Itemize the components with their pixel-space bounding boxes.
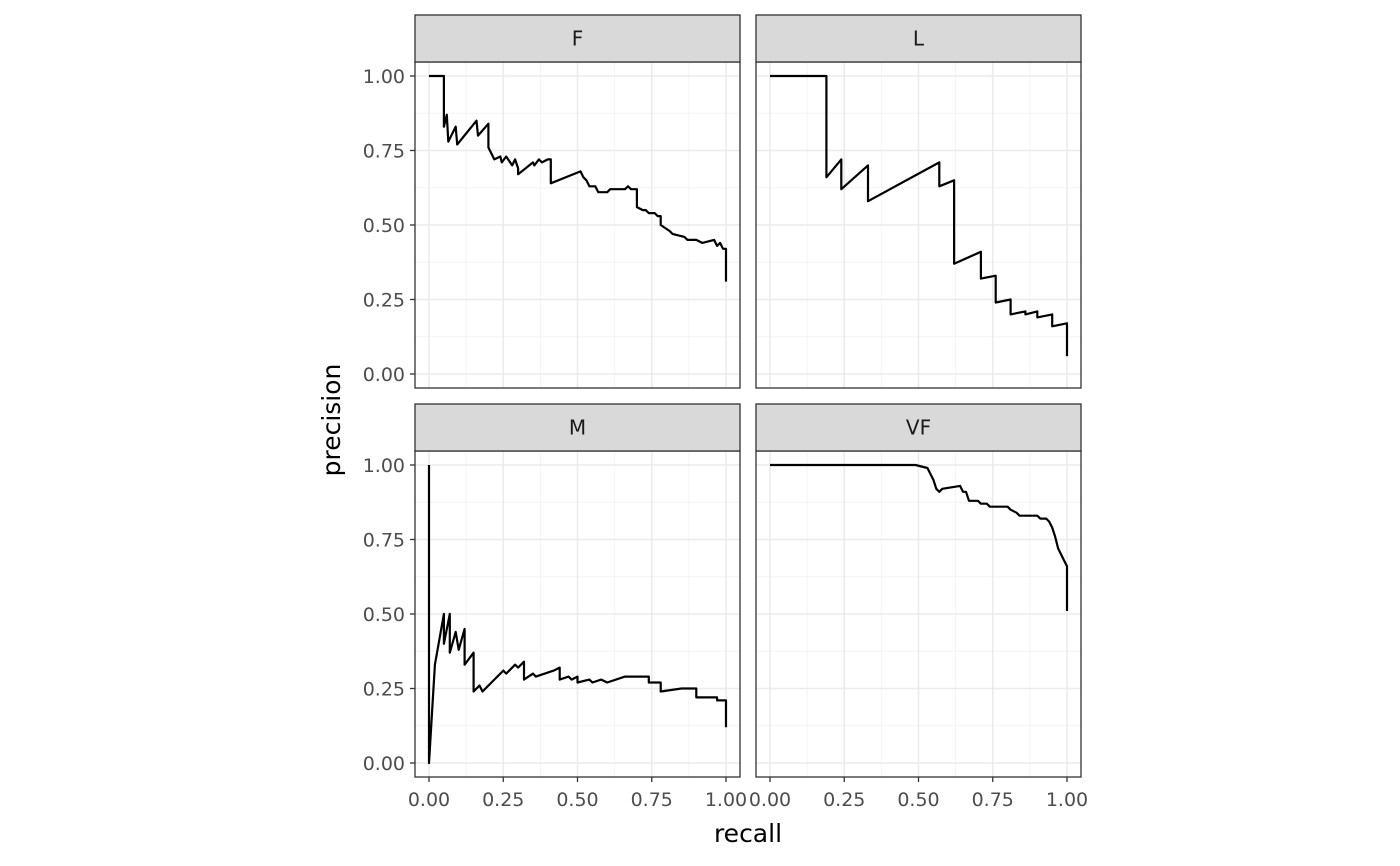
x-tick-label: 0.00 [408, 789, 450, 811]
y-tick-label: 0.00 [363, 753, 405, 775]
facet-panel-l: L [755, 14, 1082, 389]
x-tick-label: 0.75 [631, 789, 673, 811]
facet-strip-label: F [572, 27, 584, 51]
facet-strip-label: L [913, 27, 925, 51]
facet-strip-label: M [569, 416, 586, 440]
pr-curve-vf [770, 463, 1069, 611]
y-tick-label: 0.75 [363, 530, 405, 552]
x-tick-label: 0.75 [972, 789, 1014, 811]
x-tick-label: 0.25 [823, 789, 865, 811]
panels-layer: F 0.00 0.25 0.50 0.75 1.00 L M 0.00 0.25 0.50 0.75 1… [363, 14, 1088, 811]
x-tick-label: 1.00 [1046, 789, 1088, 811]
facet-panel-vf: VF 0.00 0.25 0.50 0.75 1.00 [749, 403, 1088, 811]
facet-strip [414, 14, 741, 63]
pr-curve-f [429, 74, 728, 282]
y-tick-label: 0.25 [363, 679, 405, 701]
x-tick-label: 0.25 [482, 789, 524, 811]
facet-strip [414, 403, 741, 452]
facet-panel-m: M 0.00 0.25 0.50 0.75 1.00 0.00 0.25 0.50 0.75 1.0… [363, 403, 747, 811]
y-tick-label: 0.25 [363, 290, 405, 312]
x-tick-label: 0.00 [749, 789, 791, 811]
y-tick-label: 0.50 [363, 604, 405, 626]
facet-panel-f: F 0.00 0.25 0.50 0.75 1.00 [363, 14, 741, 389]
x-tick-label: 1.00 [705, 789, 747, 811]
y-tick-label: 0.75 [363, 141, 405, 163]
x-tick-label: 0.50 [897, 789, 939, 811]
pr-curve-m [427, 465, 728, 765]
x-axis-title: recall [714, 819, 782, 848]
y-tick-label: 0.00 [363, 364, 405, 386]
y-axis-title: precision [317, 364, 346, 477]
y-tick-label: 1.00 [363, 66, 405, 88]
facet-strip [755, 14, 1082, 63]
facet-strip [755, 403, 1082, 452]
y-tick-label: 0.50 [363, 215, 405, 237]
x-tick-label: 0.50 [556, 789, 598, 811]
y-tick-label: 1.00 [363, 455, 405, 477]
pr-curve-l [770, 74, 1069, 357]
facet-strip-label: VF [906, 416, 931, 440]
